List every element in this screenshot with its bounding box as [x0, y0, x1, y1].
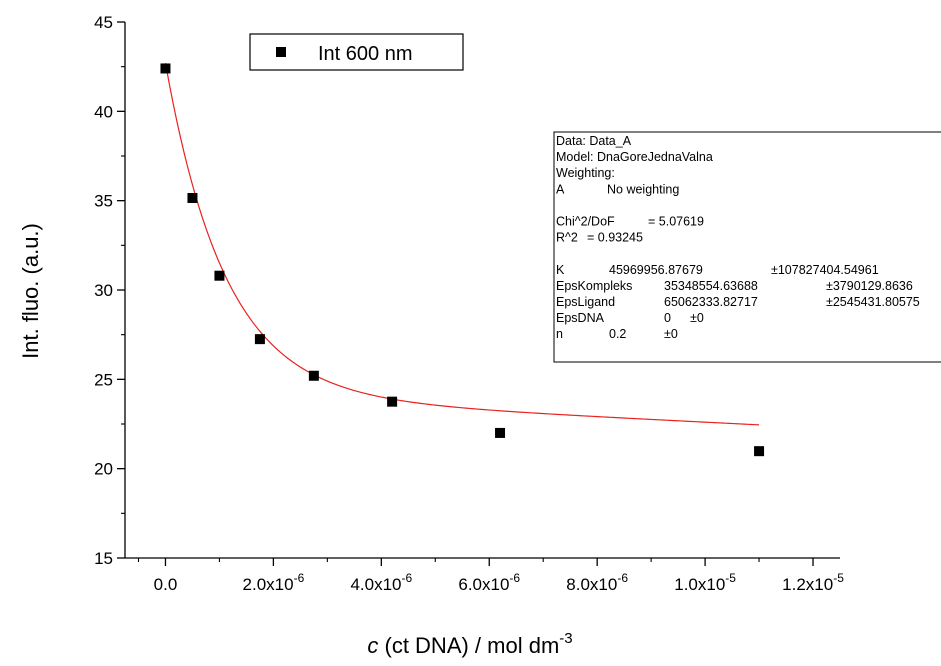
data-point: [387, 396, 398, 407]
x-tick-label: 1.2x10-5: [782, 571, 844, 594]
fit-box-text: EpsDNA: [556, 311, 605, 325]
fit-box-text: Chi^2/DoF: [556, 215, 615, 229]
fit-box-text: R^2: [556, 231, 578, 245]
y-tick-label: 15: [94, 549, 113, 568]
fit-box-text: EpsKompleks: [556, 279, 632, 293]
x-tick-label: 1.0x10-5: [674, 571, 736, 594]
y-tick-label: 25: [94, 370, 113, 389]
fit-box-text: ±2545431.80575: [826, 295, 920, 309]
y-tick-label: 35: [94, 192, 113, 211]
fit-box-text: Model: DnaGoreJednaValna: [556, 150, 713, 164]
data-point: [160, 63, 171, 74]
x-tick-label: 2.0x10-6: [243, 571, 305, 594]
x-axis-title: c (ct DNA) / mol dm-3: [367, 630, 572, 658]
data-point: [308, 370, 319, 381]
fit-box-text: 0: [664, 311, 671, 325]
data-point: [254, 334, 265, 345]
y-tick-label: 45: [94, 13, 113, 32]
fit-box-text: ±0: [664, 327, 678, 341]
x-tick-label: 4.0x10-6: [350, 571, 412, 594]
data-point: [495, 427, 506, 438]
fit-box-text: Weighting:: [556, 166, 615, 180]
fit-box-text: n: [556, 327, 563, 341]
data-points: [160, 63, 765, 457]
fit-box-frame: [553, 131, 941, 363]
fit-box-text: EpsLigand: [556, 295, 615, 309]
y-tick-label: 30: [94, 281, 113, 300]
x-tick-label: 8.0x10-6: [566, 571, 628, 594]
x-tick-label: 6.0x10-6: [458, 571, 520, 594]
legend: Int 600 nm: [249, 33, 464, 71]
fit-box-text: No weighting: [607, 182, 679, 196]
fit-box-text: 0.2: [609, 327, 626, 341]
ticks: 15 20 25 30 35 40 45 0.0 2.0x10-6 4.0x10-6 6.0x10-…: [94, 13, 844, 594]
data-point: [187, 192, 198, 203]
legend-label: Int 600 nm: [318, 43, 413, 65]
fit-box-text: 35348554.63688: [664, 279, 758, 293]
fit-box-text: K: [556, 263, 565, 277]
data-point: [754, 446, 765, 457]
fit-box-text: Data: Data_A: [556, 134, 632, 148]
fit-box-text: 45969956.87679: [609, 263, 703, 277]
legend-marker: [276, 47, 286, 57]
fit-box-text: = 0.93245: [587, 231, 643, 245]
fit-results-box: Data: Data_A Model: DnaGoreJednaValna Weig…: [553, 131, 941, 363]
y-axis-title: Int. fluo. (a.u.): [18, 223, 43, 359]
fit-box-text: = 5.07619: [648, 215, 704, 229]
x-tick-label: 0.0: [154, 575, 178, 594]
fit-box-text: ±107827404.54961: [771, 263, 879, 277]
data-point: [214, 270, 225, 281]
fit-box-text: ±0: [690, 311, 704, 325]
y-tick-label: 40: [94, 102, 113, 121]
fit-box-text: ±3790129.8636: [826, 279, 913, 293]
fit-box-text: 65062333.82717: [664, 295, 758, 309]
y-tick-label: 20: [94, 460, 113, 479]
fit-box-text: A: [556, 182, 565, 196]
